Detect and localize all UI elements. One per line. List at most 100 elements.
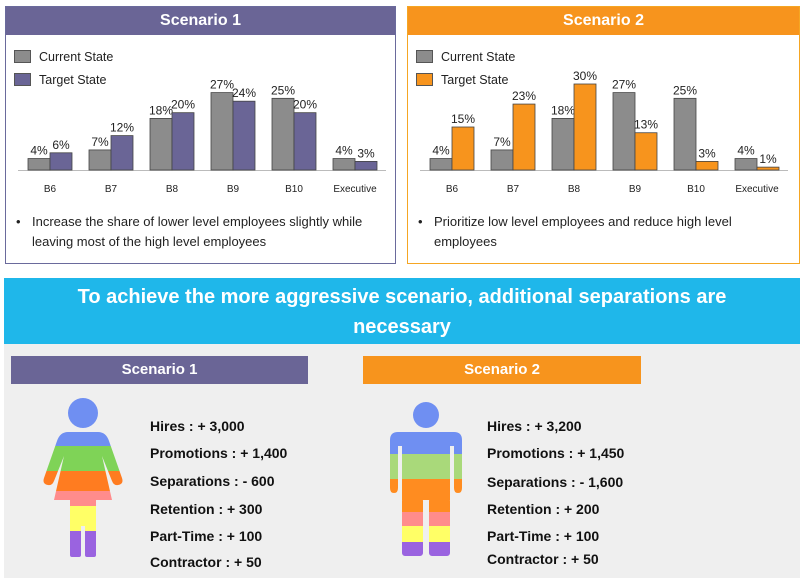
bar-b8-current [551, 118, 575, 171]
bar-b10-target [695, 161, 719, 171]
legend-item-target: Target State [416, 68, 515, 91]
stat-retention: Retention : + 300 [150, 501, 263, 517]
x-tick-label: B10 [285, 184, 303, 195]
data-label: 20% [171, 98, 195, 112]
data-label: 27% [612, 78, 636, 92]
data-label: 18% [551, 103, 575, 117]
stat-part-time: Part-Time : + 100 [150, 528, 263, 544]
data-label: 20% [293, 98, 317, 112]
scenario2-chart-title: Scenario 2 [408, 7, 799, 35]
stat-contractor: Contractor : + 50 [487, 551, 599, 567]
bar-executive-current [734, 158, 758, 171]
data-label: 4% [30, 144, 48, 158]
x-tick-label: B9 [227, 184, 240, 195]
scenario2-legend: Current State Target State [416, 45, 515, 91]
female-figure-icon [43, 398, 123, 557]
legend-swatch-target [14, 73, 31, 86]
bar-b10-current [271, 97, 295, 171]
stat-separations: Separations : - 1,600 [487, 474, 624, 490]
bar-executive-target [354, 161, 378, 171]
x-tick-label: Executive [333, 184, 377, 195]
legend-label-current: Current State [39, 49, 114, 64]
scenario2-chart-panel: Scenario 2 4% 15% B6 7% 23% B7 18% 30% B8 27% 13% B… [407, 6, 800, 264]
data-label: 4% [335, 144, 353, 158]
bar-b6-target [451, 126, 475, 171]
x-tick-label: B9 [629, 184, 642, 195]
bar-b8-target [171, 112, 195, 171]
male-figure-icon [390, 402, 462, 556]
bar-b7-target [512, 103, 536, 171]
banner-line-1: To achieve the more aggressive scenario,… [77, 286, 727, 308]
legend-swatch-current [14, 50, 31, 63]
data-label: 7% [493, 135, 511, 149]
data-label: 25% [673, 83, 697, 97]
legend-label-target: Target State [39, 72, 107, 87]
scenario1-chart-panel: Scenario 1 4% 6% B6 7% 12% B7 18% 20% B8 27% 24% B9… [5, 6, 396, 264]
stat-separations: Separations : - 600 [150, 473, 275, 489]
data-label: 15% [451, 112, 475, 126]
data-label: 4% [737, 144, 755, 158]
stat-hires: Hires : + 3,000 [150, 418, 245, 434]
bar-b9-target [634, 132, 658, 171]
legend-swatch-current [416, 50, 433, 63]
x-tick-label: Executive [735, 184, 779, 195]
data-label: 24% [232, 86, 256, 100]
stat-hires: Hires : + 3,200 [487, 418, 582, 434]
bar-b6-current [27, 158, 51, 171]
scenario2-label: Scenario 2 [363, 356, 641, 384]
bar-b8-current [149, 118, 173, 171]
data-label: 4% [432, 144, 450, 158]
legend-item-current: Current State [416, 45, 515, 68]
data-label: 3% [357, 146, 375, 160]
bar-b7-current [490, 149, 514, 171]
scenario1-bullet-text: Increase the share of lower level employ… [32, 214, 363, 249]
bar-b7-current [88, 149, 112, 171]
bar-executive-target [756, 166, 780, 171]
data-label: 7% [91, 135, 109, 149]
conclusion-banner: To achieve the more aggressive scenario,… [4, 278, 800, 344]
legend-label-target: Target State [441, 72, 509, 87]
scenario2-bullet-text: Prioritize low level employees and reduc… [434, 214, 732, 249]
legend-item-target: Target State [14, 68, 113, 91]
data-label: 1% [759, 152, 777, 166]
bar-b9-target [232, 100, 256, 171]
data-label: 3% [698, 146, 716, 160]
scenario2-bullet: • Prioritize low level employees and red… [418, 212, 788, 252]
data-label: 25% [271, 83, 295, 97]
stat-promotions: Promotions : + 1,450 [487, 445, 625, 461]
scenario1-bullet: • Increase the share of lower level empl… [16, 212, 386, 252]
x-tick-label: B10 [687, 184, 705, 195]
data-label: 13% [634, 118, 658, 132]
bar-b6-target [49, 152, 73, 171]
bar-b9-current [210, 92, 234, 171]
data-label: 30% [573, 69, 597, 83]
scenario1-chart-title: Scenario 1 [6, 7, 395, 35]
x-tick-label: B8 [166, 184, 179, 195]
bar-b9-current [612, 92, 636, 171]
legend-item-current: Current State [14, 45, 113, 68]
bullet-dot: • [418, 214, 423, 229]
bar-b10-target [293, 112, 317, 171]
scenario2-bar-chart: 4% 15% B6 7% 23% B7 18% 30% B8 27% 13% B9 25% 3% B10 4%… [420, 69, 788, 195]
stat-retention: Retention : + 200 [487, 501, 600, 517]
data-label: 23% [512, 89, 536, 103]
x-tick-label: B7 [507, 184, 520, 195]
bullet-dot: • [16, 214, 21, 229]
scenario1-legend: Current State Target State [14, 45, 113, 91]
data-label: 12% [110, 121, 134, 135]
bar-executive-current [332, 158, 356, 171]
stat-part-time: Part-Time : + 100 [487, 528, 600, 544]
legend-swatch-target [416, 73, 433, 86]
banner-line-2: necessary [353, 316, 451, 338]
data-label: 6% [52, 138, 70, 152]
x-tick-label: B8 [568, 184, 581, 195]
bar-b6-current [429, 158, 453, 171]
data-label: 27% [210, 78, 234, 92]
legend-label-current: Current State [441, 49, 516, 64]
scenario1-label: Scenario 1 [11, 356, 308, 384]
scenario1-bar-chart: 4% 6%B67%12%B718%20%B827%24%B925%20%B104%… [18, 78, 386, 195]
scenario-comparison-section: Scenario 1 Scenario 2 [4, 344, 800, 578]
bar-b10-current [673, 97, 697, 171]
x-tick-label: B6 [44, 184, 57, 195]
x-tick-label: B6 [446, 184, 459, 195]
